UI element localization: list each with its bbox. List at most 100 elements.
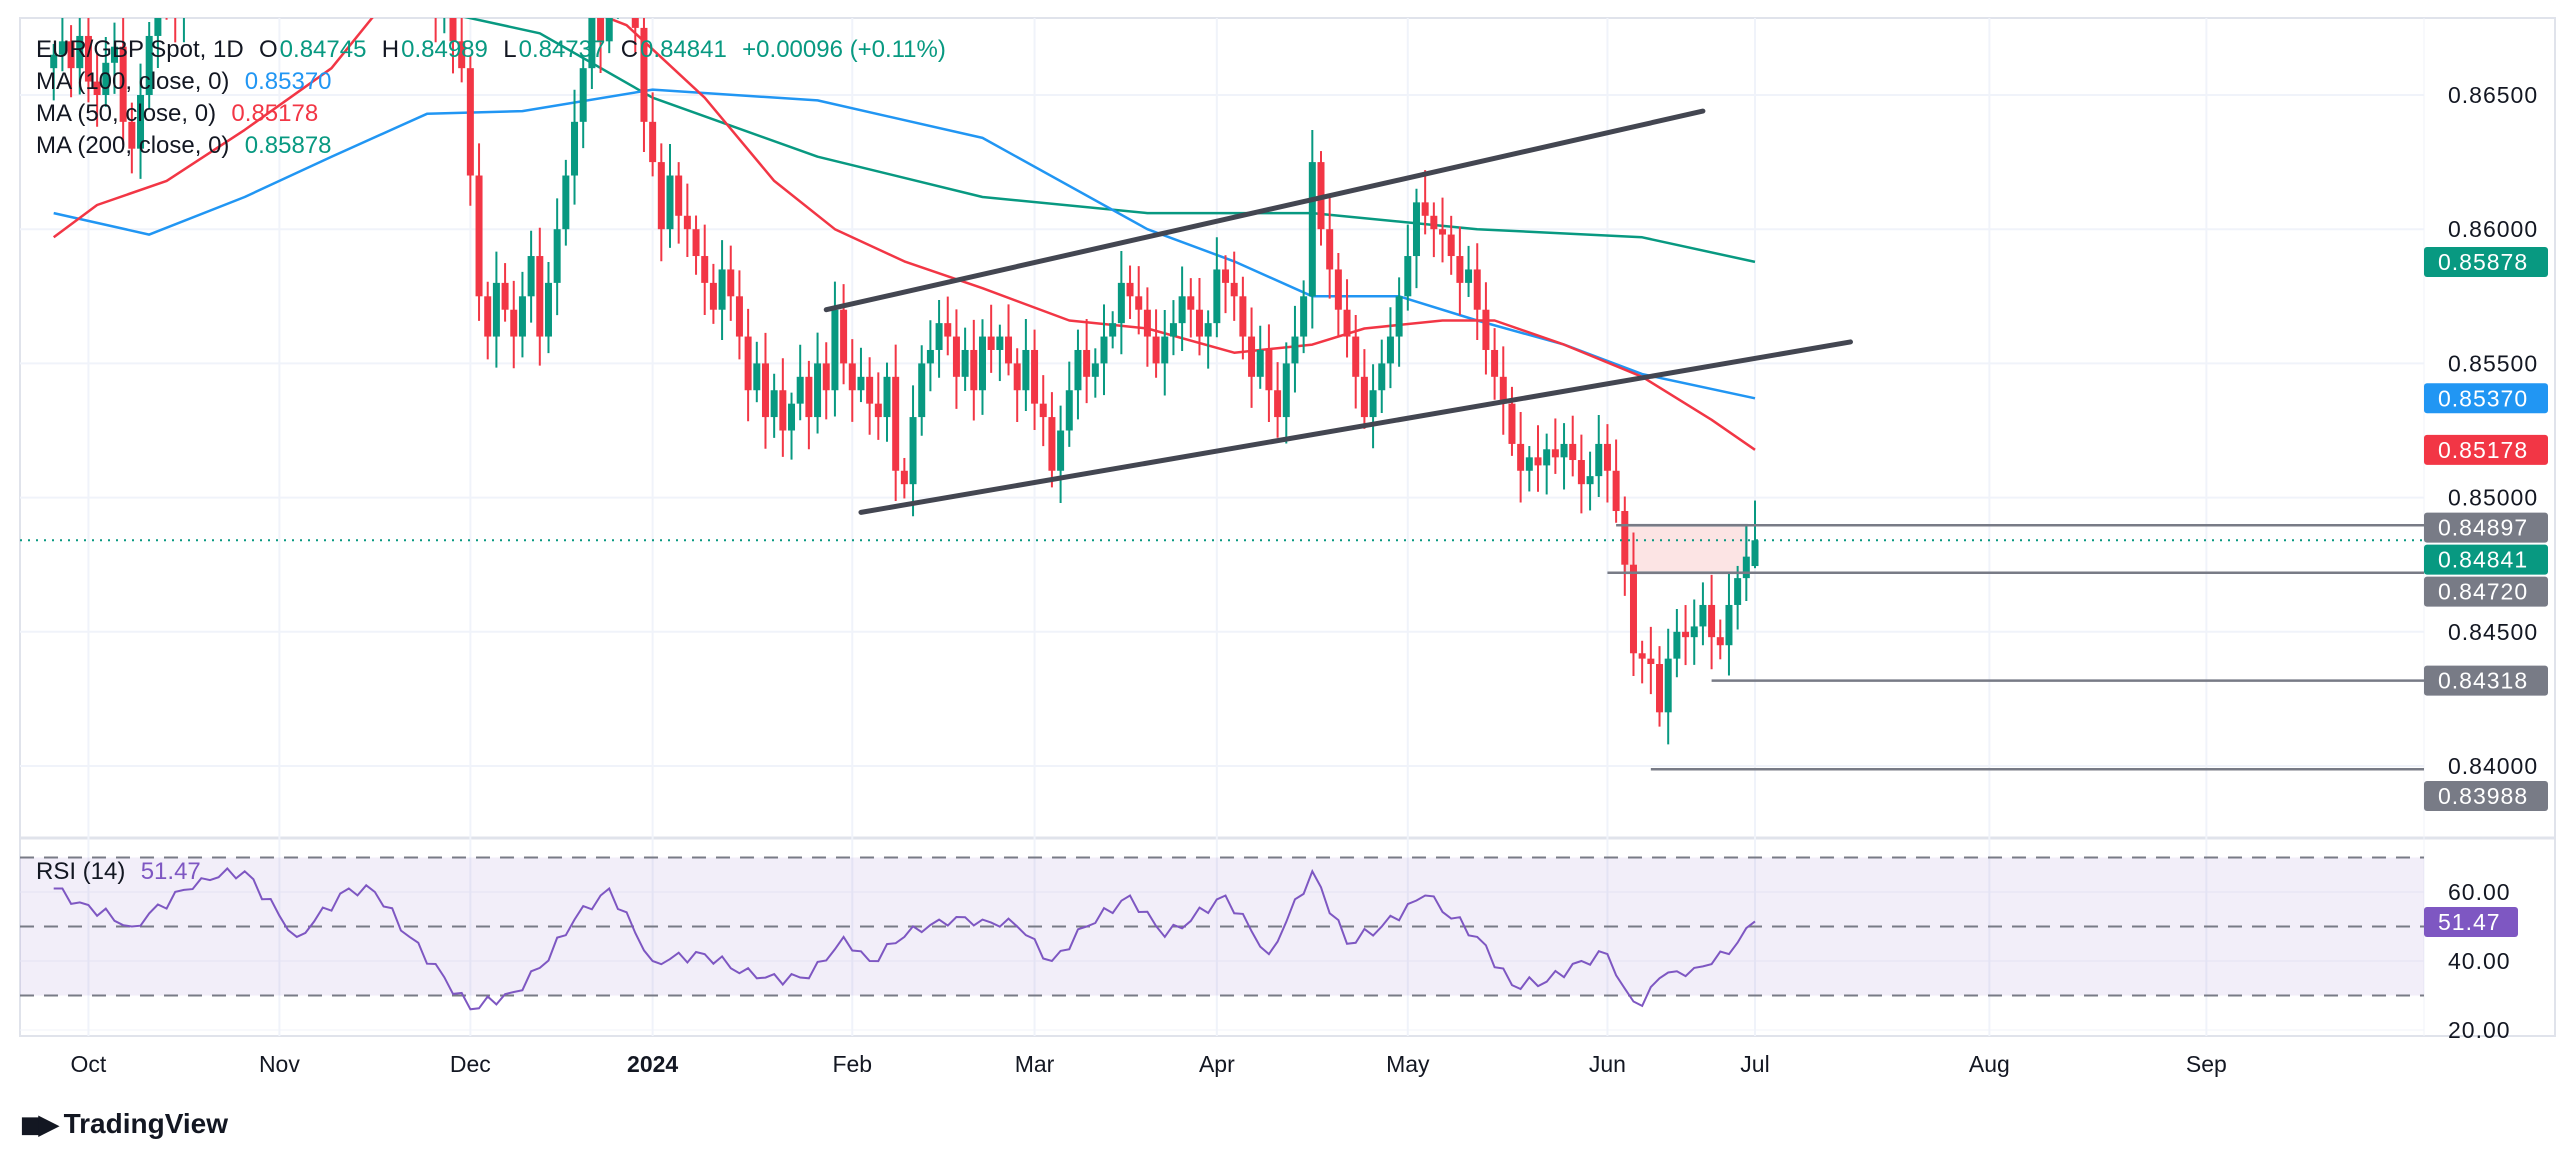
brand-name: TradingView <box>63 1108 228 1139</box>
candle-body <box>805 376 813 418</box>
candle-body <box>145 35 153 95</box>
candle-body <box>874 403 882 418</box>
rsi-legend[interactable]: RSI (14) 51.47 <box>36 856 203 888</box>
candle-body <box>1334 269 1342 310</box>
candle-body <box>701 256 709 283</box>
high-label: H <box>381 36 400 63</box>
candle-body <box>675 175 683 216</box>
tradingview-logo[interactable]: ◼▶ TradingView <box>20 1108 228 1140</box>
candle-body <box>1517 443 1525 471</box>
level-price-tag[interactable] <box>2424 781 2548 811</box>
candle-body <box>571 121 579 176</box>
candle-body <box>1326 229 1334 270</box>
candle-body <box>718 269 726 310</box>
legend: EUR/GBP Spot, 1D O0.84745 H0.84989 L0.84… <box>36 34 948 162</box>
candle-body <box>935 323 943 350</box>
candle-body <box>536 256 544 337</box>
level-price-tag[interactable] <box>2424 665 2548 696</box>
candle-body <box>770 390 778 418</box>
candle-body <box>822 363 830 391</box>
price-axis[interactable]: 0.86500 0.86000 0.85500 0.85000 0.84500 0.840… <box>2424 82 2548 1043</box>
ma-price-tag[interactable] <box>2424 434 2548 465</box>
chart-frame <box>19 17 2556 1037</box>
candle-body <box>544 282 552 337</box>
candle-body <box>996 336 1004 350</box>
level-price-tag[interactable] <box>2424 512 2548 543</box>
ma-price-tag-label: 0.85370 <box>2438 385 2528 411</box>
candle-body <box>1412 202 1420 257</box>
time-tick-label: Dec <box>450 1051 491 1077</box>
indicator-ma100[interactable]: MA (100, close, 0) 0.85370 <box>36 66 948 98</box>
candle-body <box>1187 296 1195 310</box>
candle-body <box>848 363 856 391</box>
indicator-ma50[interactable]: MA (50, close, 0) 0.85178 <box>36 98 948 130</box>
candle-body <box>1291 336 1299 364</box>
last-price-tag[interactable] <box>2424 544 2548 575</box>
candle-body <box>1222 269 1230 283</box>
channel-trend-line[interactable] <box>858 339 1853 515</box>
candle-body <box>172 1 179 14</box>
candle-body <box>1248 336 1256 377</box>
candle-body <box>1508 403 1516 444</box>
candle-body <box>952 336 960 377</box>
rsi-tick-label: 40.00 <box>2448 948 2511 974</box>
indicator-ma200[interactable]: MA (200, close, 0) 0.85878 <box>36 130 948 162</box>
candle-body <box>961 349 969 377</box>
moving-average-line <box>463 18 1756 264</box>
candle-body <box>1239 296 1247 337</box>
candle-body <box>110 46 118 63</box>
rsi-tick-label: 60.00 <box>2448 879 2511 905</box>
drawings[interactable] <box>20 108 2424 771</box>
candle-body <box>1664 658 1672 713</box>
candle-body <box>796 376 804 404</box>
ma-price-tag[interactable] <box>2424 383 2548 414</box>
candle-body <box>857 376 865 391</box>
candle-body <box>1360 376 1368 418</box>
candle-body <box>978 336 986 391</box>
candle-body <box>1022 349 1030 391</box>
candle-body <box>1699 604 1707 627</box>
candle-body <box>484 296 492 337</box>
level-price-tag[interactable] <box>2424 576 2548 607</box>
candle-body <box>510 309 518 337</box>
grid <box>19 17 2556 1037</box>
candle-body <box>1603 443 1611 471</box>
candle-body <box>1656 664 1664 713</box>
candle-body <box>605 18 613 42</box>
rsi-value-tag[interactable] <box>2424 907 2518 937</box>
ma-price-tag[interactable] <box>2424 246 2548 277</box>
time-tick-label: Oct <box>71 1051 107 1077</box>
candle-body <box>944 323 952 337</box>
candle-body <box>50 54 58 69</box>
rsi-tick-label: 20.00 <box>2448 1017 2511 1043</box>
candle-body <box>1629 564 1637 654</box>
candle-body <box>1195 309 1203 337</box>
candle-body <box>163 0 170 1</box>
candle-body <box>744 336 752 391</box>
symbol-row[interactable]: EUR/GBP Spot, 1D O0.84745 H0.84989 L0.84… <box>36 34 948 66</box>
time-tick-label: Nov <box>259 1051 300 1077</box>
candle-body <box>1204 323 1212 337</box>
symbol-title[interactable]: EUR/GBP Spot, 1D <box>36 36 244 63</box>
indicator-label: MA (100, close, 0) <box>36 68 230 95</box>
rsi-pane[interactable] <box>20 856 2424 1011</box>
price-zone[interactable] <box>1623 523 1748 575</box>
candle-body <box>1300 296 1308 337</box>
candle-body <box>1256 349 1264 377</box>
candle-body <box>1638 653 1646 659</box>
candle-body <box>449 18 457 42</box>
candle-body <box>1117 282 1125 324</box>
price-zone-rect[interactable] <box>1623 523 1748 575</box>
candle-body <box>1265 349 1273 391</box>
moving-averages <box>52 18 1756 451</box>
channel-trend-line[interactable] <box>823 108 1706 313</box>
candle-body <box>1525 457 1533 471</box>
time-axis[interactable]: Oct Nov Dec 2024 Feb Mar Apr May Jun Jul Aug Sep <box>71 1051 2227 1077</box>
candle-body <box>709 282 717 310</box>
indicator-value: 0.85370 <box>244 68 332 95</box>
candle-body <box>753 363 761 391</box>
candle-body <box>1091 363 1099 377</box>
candle-body <box>1230 282 1238 297</box>
indicator-value: 0.85178 <box>231 100 319 127</box>
